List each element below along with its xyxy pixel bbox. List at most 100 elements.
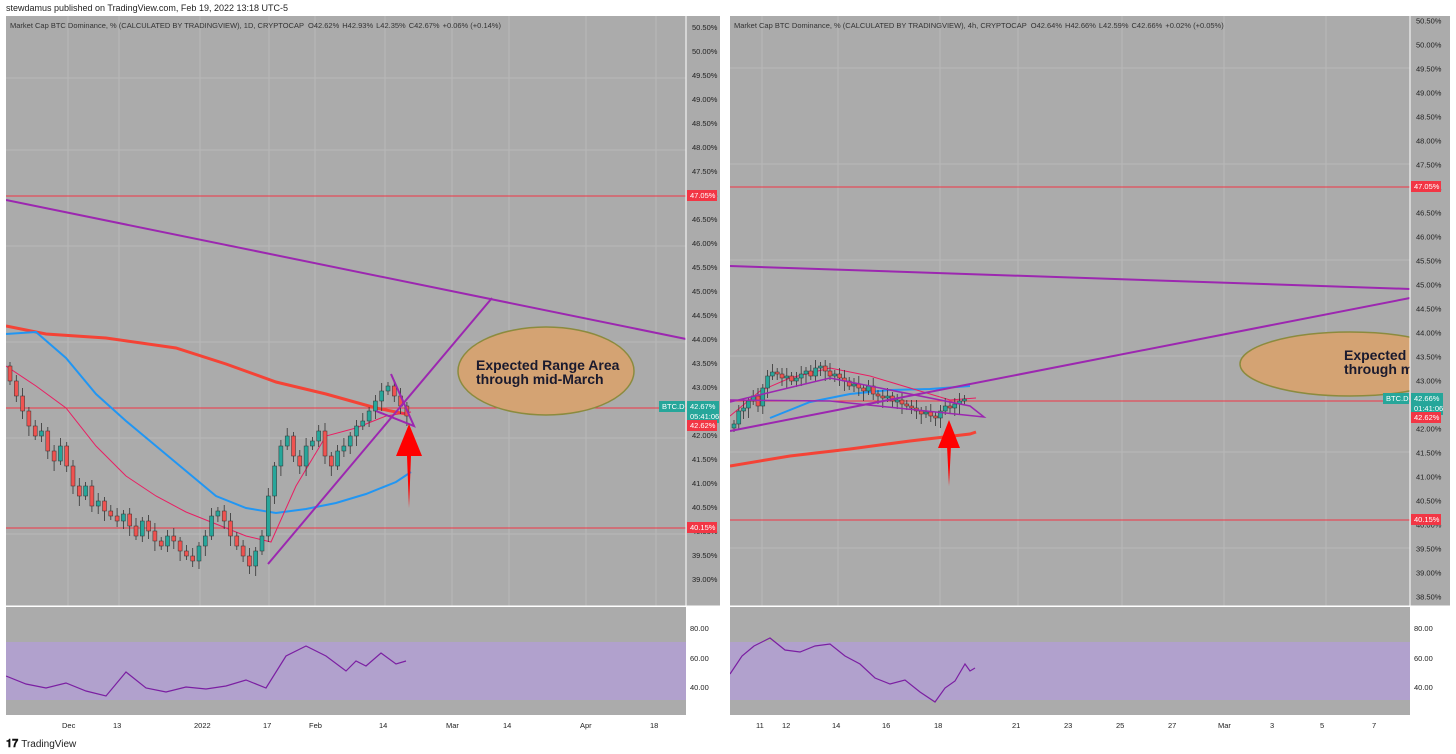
candle-body bbox=[247, 555, 252, 567]
x-axis-ticks: Dec 13 2022 17 Feb 14 Mar 14 Apr 18 bbox=[62, 721, 658, 730]
x-tick-label: 11 bbox=[756, 721, 764, 730]
candle-body bbox=[942, 405, 948, 412]
y-tick-label: 48.00% bbox=[692, 143, 718, 152]
grid-4h bbox=[730, 16, 1410, 606]
countdown-text: 05:41:06 bbox=[690, 412, 719, 421]
candle-body bbox=[347, 435, 353, 447]
time-axis[interactable] bbox=[730, 715, 1450, 734]
candle-body bbox=[77, 485, 82, 497]
candle-body bbox=[190, 555, 195, 562]
y-tick-label: 41.50% bbox=[1416, 449, 1442, 458]
price-area[interactable] bbox=[730, 16, 1410, 606]
y-tick-label: 44.00% bbox=[692, 335, 718, 344]
candle-body bbox=[928, 411, 934, 417]
chart-svg-4h[interactable]: Expected through m Market Cap BTC Domina… bbox=[730, 16, 1450, 734]
x-tick-label: 23 bbox=[1064, 721, 1072, 730]
candle-body bbox=[240, 545, 246, 557]
expected-range-ellipse[interactable] bbox=[457, 326, 635, 416]
candle-body bbox=[794, 377, 799, 382]
candle-body bbox=[221, 510, 227, 522]
trendline-ascending[interactable] bbox=[267, 297, 493, 565]
red-price-text: 42.62% bbox=[1414, 413, 1440, 422]
x-axis-ticks: 11 12 14 16 18 21 23 25 27 Mar 3 5 7 bbox=[756, 721, 1376, 730]
x-tick-label: Mar bbox=[446, 721, 459, 730]
level-label-47-text: 47.05% bbox=[690, 191, 716, 200]
price-scale[interactable] bbox=[1410, 16, 1450, 606]
x-tick-label: 12 bbox=[782, 721, 790, 730]
candle-body bbox=[83, 485, 88, 497]
y-tick-label: 43.50% bbox=[692, 359, 718, 368]
level-label-47 bbox=[1411, 181, 1441, 192]
trendline-descending[interactable] bbox=[6, 199, 687, 340]
candle-body bbox=[26, 410, 32, 427]
candle-body bbox=[284, 435, 290, 447]
annotation-line1: Expected bbox=[1344, 347, 1406, 363]
candles-daily bbox=[7, 362, 410, 576]
trendline-ascending[interactable] bbox=[730, 297, 1411, 432]
red-arrow-icon bbox=[396, 424, 422, 508]
chart-pane-4h[interactable]: Expected through m Market Cap BTC Domina… bbox=[730, 16, 1450, 734]
y-tick-label: 48.00% bbox=[1416, 137, 1442, 146]
y-tick-label: 50.00% bbox=[692, 47, 718, 56]
candle-body bbox=[322, 430, 328, 457]
candle-body bbox=[779, 373, 785, 379]
y-tick-label: 44.50% bbox=[692, 311, 718, 320]
candle-body bbox=[177, 540, 183, 552]
svg-text:60.00: 60.00 bbox=[1414, 654, 1433, 663]
x-tick-label: Feb bbox=[309, 721, 322, 730]
last-price-text: 42.66% bbox=[1414, 394, 1440, 403]
candle-body bbox=[39, 430, 44, 437]
candle-body bbox=[171, 535, 177, 542]
price-area[interactable] bbox=[6, 16, 686, 606]
candle-body bbox=[938, 410, 943, 419]
level-label-47 bbox=[687, 190, 717, 201]
chart-svg-daily[interactable]: Expected Range Area through mid-March Ma… bbox=[6, 16, 720, 734]
candle-body bbox=[765, 375, 770, 389]
y-tick-label: 42.00% bbox=[692, 431, 718, 440]
candle-body bbox=[952, 403, 958, 409]
candle-body bbox=[278, 445, 284, 467]
candle-body bbox=[818, 365, 823, 369]
trendline-descending[interactable] bbox=[730, 265, 1411, 290]
candle-body bbox=[880, 395, 886, 399]
y-tick-label: 49.00% bbox=[692, 95, 718, 104]
candle-body bbox=[203, 535, 208, 547]
candle-body bbox=[58, 445, 63, 462]
ma-slow-line bbox=[6, 324, 407, 416]
candle-body bbox=[89, 485, 95, 507]
candle-body bbox=[832, 373, 838, 377]
candle-body bbox=[146, 520, 151, 532]
price-scale[interactable] bbox=[686, 16, 720, 606]
candle-body bbox=[64, 445, 69, 467]
wedge-lines[interactable] bbox=[730, 377, 987, 419]
y-tick-label: 46.50% bbox=[692, 215, 718, 224]
rsi-band bbox=[730, 642, 1410, 700]
candle-body bbox=[774, 371, 780, 375]
annotation-line2: through mid-March bbox=[476, 371, 604, 387]
x-tick-label: 14 bbox=[503, 721, 511, 730]
candle-body bbox=[259, 535, 265, 552]
candle-body bbox=[45, 430, 51, 452]
y-tick-label: 50.50% bbox=[692, 23, 718, 32]
candle-body bbox=[121, 513, 126, 522]
candle-body bbox=[32, 425, 38, 437]
expected-range-ellipse[interactable] bbox=[1239, 331, 1450, 397]
chart-pane-daily[interactable]: Expected Range Area through mid-March Ma… bbox=[6, 16, 720, 734]
candle-body bbox=[272, 465, 277, 497]
x-tick-label: 21 bbox=[1012, 721, 1020, 730]
x-tick-label: 2022 bbox=[194, 721, 211, 730]
candle-body bbox=[379, 390, 384, 402]
y-tick-label: 40.50% bbox=[1416, 497, 1442, 506]
level-label-47-text: 47.05% bbox=[1414, 182, 1440, 191]
time-axis[interactable] bbox=[6, 715, 720, 734]
candle-body bbox=[933, 415, 938, 419]
wedge-lines[interactable] bbox=[375, 373, 416, 428]
svg-text:40.00: 40.00 bbox=[1414, 683, 1433, 692]
svg-text:60.00: 60.00 bbox=[690, 654, 709, 663]
candle-body bbox=[114, 515, 120, 522]
candle-body bbox=[918, 410, 924, 415]
candle-body bbox=[14, 380, 19, 397]
symbol-badge-text: BTC.D bbox=[1386, 394, 1409, 403]
candle-body bbox=[770, 371, 775, 377]
x-tick-label: 16 bbox=[882, 721, 890, 730]
